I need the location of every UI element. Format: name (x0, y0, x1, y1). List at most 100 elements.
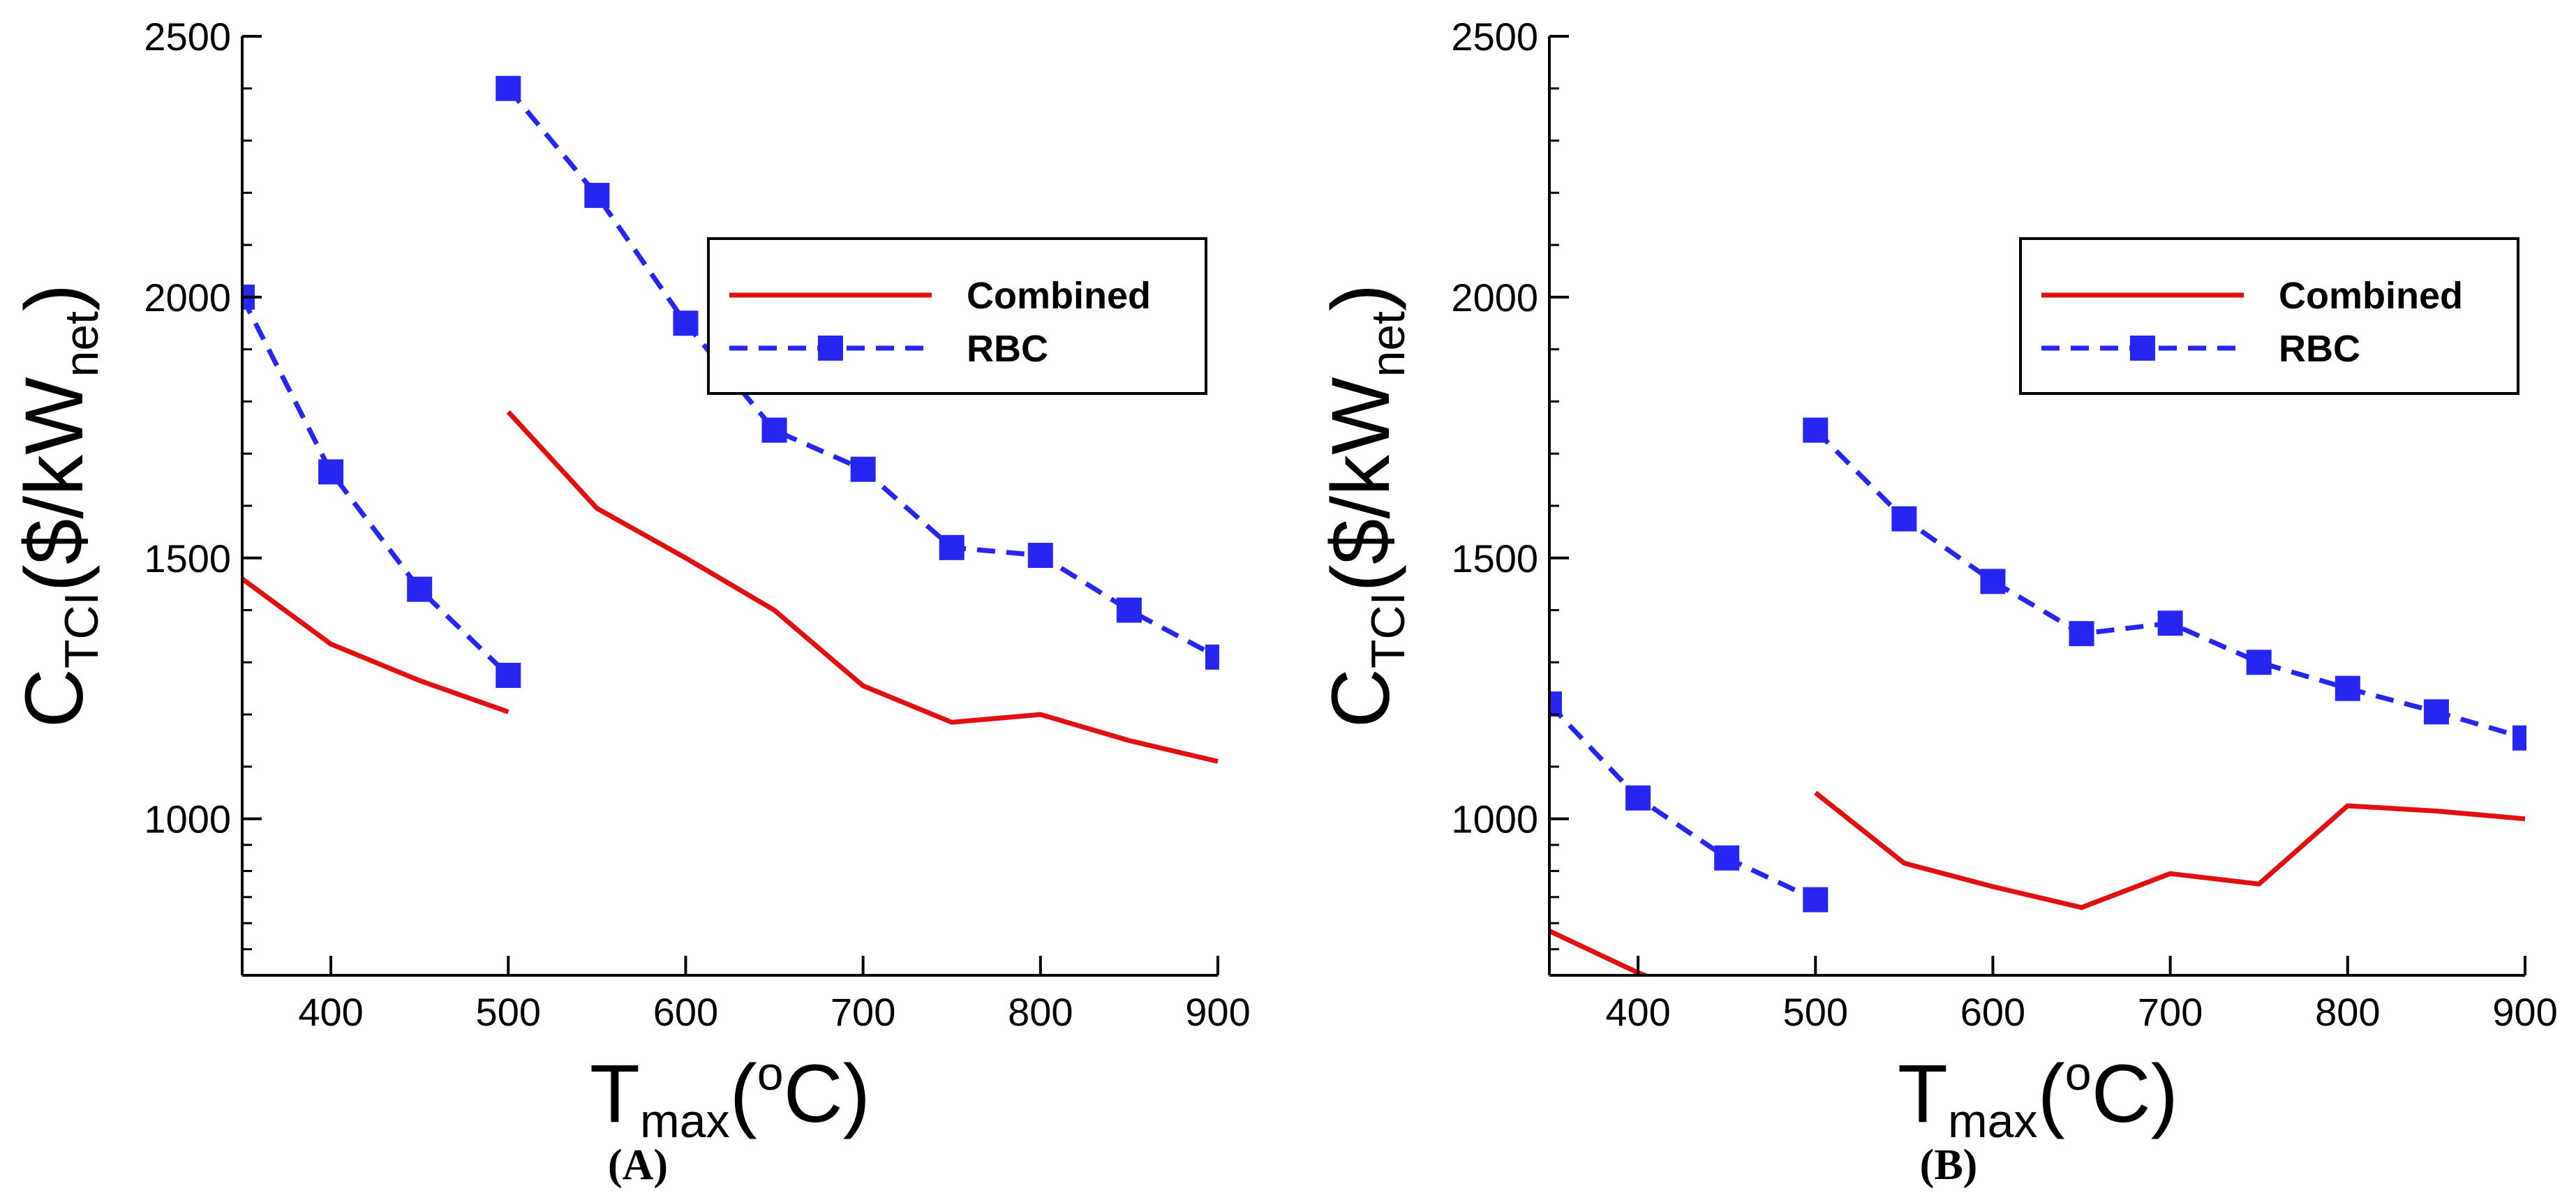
data-point-rbc (1027, 543, 1053, 569)
ylabel-sub2-a: net (55, 311, 108, 377)
data-point-rbc (1803, 417, 1829, 443)
data-point-rbc (1549, 691, 1562, 717)
xlabel-main-b: T (1898, 1048, 1948, 1140)
data-point-rbc (761, 417, 787, 443)
x-axis-title-a: Tmax(oC) (590, 1047, 870, 1148)
y-ticks-a: 1000 1500 2000 2500 (144, 15, 262, 841)
data-point-rbc (1714, 845, 1740, 871)
data-point-rbc (1625, 785, 1651, 811)
y-tick-label: 2500 (1451, 15, 1538, 59)
y-tick-label: 2000 (144, 276, 231, 320)
data-point-rbc (2423, 699, 2449, 725)
x-ticks-b: 400 500 600 700 800 900 (1605, 956, 2558, 1034)
svg-text:CTCI($/kWnet): CTCI($/kWnet) (8, 284, 108, 728)
data-point-rbc (584, 183, 610, 209)
x-tick-label: 500 (1783, 990, 1848, 1034)
x-tick-label: 900 (1185, 990, 1250, 1034)
legend-label-rbc-b: RBC (2279, 328, 2360, 370)
plot-area-a (242, 75, 1219, 764)
legend-a: Combined RBC (707, 237, 1207, 395)
data-point-rbc (496, 663, 521, 689)
legend-marker-rbc-a (818, 336, 843, 361)
y-tick-label: 1000 (1451, 797, 1538, 841)
series-line-rbc (1813, 428, 2526, 741)
data-point-rbc (2512, 725, 2526, 751)
ylabel-sub-a: TCI (55, 592, 108, 669)
xlabel-end-b: C) (2092, 1048, 2179, 1140)
data-point-rbc (318, 459, 344, 485)
series-line-combined (1549, 929, 1652, 975)
data-point-rbc (1116, 597, 1142, 623)
y-axis-title-b: CTCI($/kWnet) (1315, 284, 1415, 728)
x-tick-label: 600 (653, 990, 718, 1034)
series-line-rbc (1549, 702, 1817, 902)
xlabel-sup-b: o (2065, 1047, 2092, 1100)
x-tick-label: 400 (1605, 990, 1670, 1034)
xlabel-sup-a: o (757, 1047, 784, 1100)
data-point-rbc (1980, 569, 2006, 594)
data-point-rbc (1891, 506, 1917, 532)
series-line-rbc (242, 296, 510, 677)
legend-box-b (2019, 237, 2519, 395)
xlabel-sub-b: max (1948, 1095, 2037, 1148)
y-tick-label: 2500 (144, 15, 231, 59)
series-line-combined (242, 576, 509, 714)
y-tick-label: 1000 (144, 797, 231, 841)
ylabel-main-b: C (1315, 668, 1407, 728)
x-tick-label: 800 (2315, 990, 2380, 1034)
plot-area-b (1549, 417, 2526, 975)
data-point-rbc (2246, 650, 2272, 675)
legend-marker-rbc-b (2130, 336, 2155, 361)
y-tick-label: 1500 (1451, 537, 1538, 580)
xlabel-end-a: C) (784, 1048, 871, 1140)
ylabel-sub2-b: net (1362, 311, 1415, 377)
y-minor-ticks-b (1549, 87, 1559, 951)
series-group-b (1549, 417, 2526, 975)
ylabel-end-b: ) (1315, 284, 1407, 311)
y-tick-label: 2000 (1451, 276, 1538, 320)
series-group-a (242, 75, 1219, 764)
data-point-rbc (1803, 887, 1829, 913)
y-tick-label: 1500 (144, 537, 231, 580)
x-tick-label: 400 (298, 990, 363, 1034)
xlabel-rest-a: ( (729, 1048, 757, 1140)
legend-label-combined-a: Combined (967, 275, 1151, 317)
data-point-rbc (673, 310, 699, 336)
ylabel-sub-b: TCI (1362, 592, 1415, 669)
x-axis-title-b: Tmax(oC) (1898, 1047, 2178, 1148)
panel-label-b: (B) (1920, 1141, 1978, 1189)
xlabel-sub-a: max (640, 1095, 729, 1148)
legend-label-rbc-a: RBC (967, 328, 1048, 370)
y-ticks-b: 1000 1500 2000 2500 (1451, 15, 1569, 841)
data-point-rbc (939, 534, 965, 560)
x-tick-label: 700 (831, 990, 895, 1034)
data-point-rbc (1205, 644, 1219, 670)
data-point-rbc (850, 456, 876, 482)
x-ticks-a: 400 500 600 700 800 900 (298, 956, 1251, 1034)
data-point-rbc (496, 75, 521, 101)
data-point-rbc (2157, 610, 2183, 636)
ylabel-end-a: ) (8, 284, 100, 311)
svg-text:CTCI($/kWnet): CTCI($/kWnet) (1315, 284, 1415, 728)
series-line-combined (506, 410, 1219, 764)
ylabel-rest-a: ($/kW (8, 377, 100, 592)
xlabel-rest-b: ( (2037, 1048, 2064, 1140)
xlabel-main-a: T (590, 1048, 640, 1140)
chart-panel-a: 1000 1500 2000 2500 400 500 600 700 800 900 CTCI… (8, 15, 1251, 1189)
y-minor-ticks-a (242, 87, 252, 951)
legend-label-combined-b: Combined (2279, 275, 2463, 317)
legend-box-a (707, 237, 1207, 395)
data-point-rbc (407, 576, 433, 602)
panel-label-a: (A) (608, 1141, 668, 1189)
x-tick-label: 800 (1008, 990, 1073, 1034)
series-line-combined (1814, 790, 2526, 910)
y-axis-title-a: CTCI($/kWnet) (8, 284, 108, 728)
ylabel-main-a: C (8, 668, 100, 728)
legend-b: Combined RBC (2019, 237, 2519, 395)
data-point-rbc (2335, 675, 2360, 701)
x-tick-label: 900 (2492, 990, 2557, 1034)
chart-panel-b: 1000 1500 2000 2500 400 500 600 700 800 900 CTCI… (1315, 15, 2558, 1189)
x-tick-label: 700 (2138, 990, 2203, 1034)
data-point-rbc (2069, 621, 2094, 647)
